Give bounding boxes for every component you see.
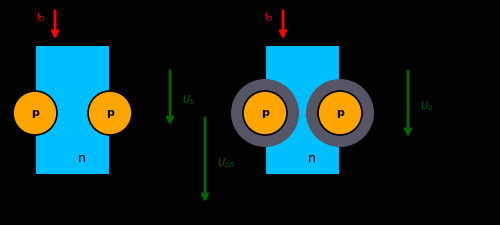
Bar	[265, 45, 340, 175]
Text: n: n	[78, 151, 86, 164]
Circle shape	[88, 91, 132, 135]
Text: p: p	[336, 108, 344, 118]
Text: n: n	[308, 151, 316, 164]
Text: $I_D$: $I_D$	[264, 10, 274, 24]
Bar	[35, 45, 110, 175]
Text: $U_b$: $U_b$	[420, 99, 433, 113]
Text: p: p	[261, 108, 269, 118]
Text: $U_{GS}$: $U_{GS}$	[217, 156, 236, 170]
Text: $I_D$: $I_D$	[36, 10, 46, 24]
Circle shape	[13, 91, 57, 135]
Text: $U_b$: $U_b$	[182, 93, 195, 107]
Circle shape	[243, 91, 287, 135]
Circle shape	[231, 79, 299, 147]
Circle shape	[318, 91, 362, 135]
Text: p: p	[31, 108, 39, 118]
Circle shape	[306, 79, 374, 147]
Text: p: p	[106, 108, 114, 118]
